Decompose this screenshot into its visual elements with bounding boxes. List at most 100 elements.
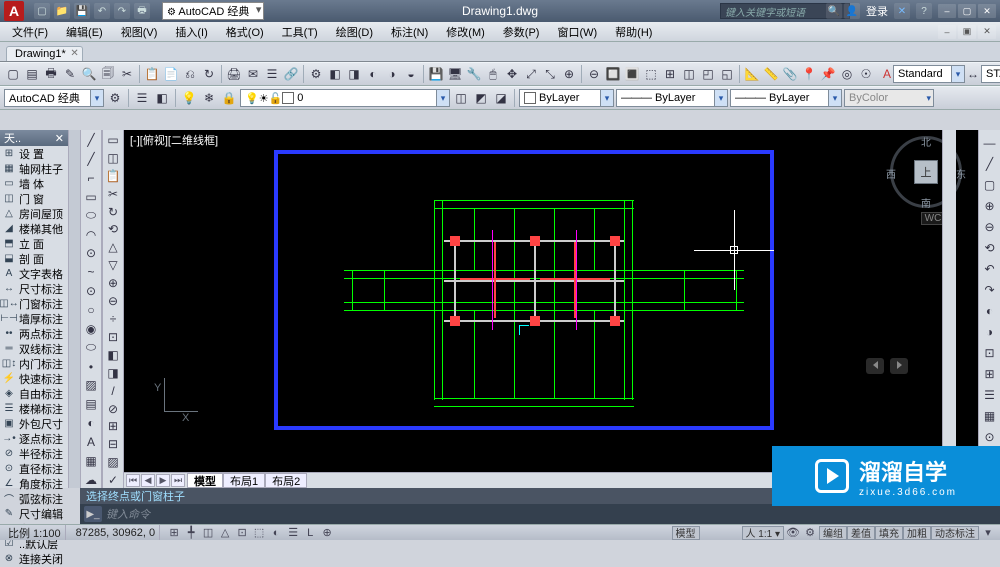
nav-tool-icon[interactable]: ⊡ xyxy=(981,344,999,362)
palette-item[interactable]: ⌒弧弦标注 xyxy=(0,491,68,506)
nav-tool-icon[interactable]: ▢ xyxy=(981,176,999,194)
anno-vis-icon[interactable]: 👁 xyxy=(785,526,801,540)
menu-item[interactable]: 编辑(E) xyxy=(58,22,111,41)
layer-match-icon[interactable]: ◫ xyxy=(452,89,470,107)
status-mode-icon[interactable]: L xyxy=(302,526,318,540)
draw-tool-icon[interactable]: ◐ xyxy=(82,415,100,432)
status-toggle[interactable]: 差值 xyxy=(847,526,875,540)
modify-tool-icon[interactable]: ✂ xyxy=(104,186,122,202)
doc-minimize-button[interactable]: – xyxy=(938,25,956,39)
toolbar-icon[interactable]: ◐ xyxy=(364,65,382,83)
toolbar-icon[interactable]: ⚙ xyxy=(307,65,325,83)
app-logo[interactable]: A xyxy=(4,1,24,21)
toolbar-icon[interactable]: 🖶 xyxy=(42,65,60,83)
search-icon[interactable]: 🔍 xyxy=(826,3,842,19)
draw-tool-icon[interactable]: ▦ xyxy=(82,452,100,469)
draw-tool-icon[interactable]: ╱ xyxy=(82,132,100,149)
status-mode-icon[interactable]: △ xyxy=(217,526,233,540)
modify-tool-icon[interactable]: ⟲ xyxy=(104,222,122,238)
status-toggle[interactable]: 填充 xyxy=(875,526,903,540)
toolbar-icon[interactable]: 🔧 xyxy=(465,65,483,83)
doc-close-button[interactable]: ✕ xyxy=(978,25,996,39)
nav-tool-icon[interactable]: ⊞ xyxy=(981,365,999,383)
nav-prev-icon[interactable] xyxy=(866,358,884,374)
toolbar-icon[interactable]: 📐 xyxy=(743,65,761,83)
tab-last-icon[interactable]: ⏭ xyxy=(171,474,185,487)
doc-restore-button[interactable]: ▣ xyxy=(958,25,976,39)
nav-tool-icon[interactable]: ⊕ xyxy=(981,197,999,215)
palette-item[interactable]: ◫↕内门标注 xyxy=(0,356,68,371)
modify-tool-icon[interactable]: ⊟ xyxy=(104,436,122,452)
toolbar-icon[interactable]: ✥ xyxy=(503,65,521,83)
toolbar-icon[interactable]: ⊕ xyxy=(560,65,578,83)
status-model-toggle[interactable]: 模型 xyxy=(672,526,700,540)
menu-item[interactable]: 修改(M) xyxy=(438,22,493,41)
nav-tool-icon[interactable]: ⊙ xyxy=(981,428,999,446)
toolbar-icon[interactable]: ⎌ xyxy=(181,65,199,83)
toolbar-icon[interactable]: ☰ xyxy=(263,65,281,83)
draw-tool-icon[interactable]: ⊙ xyxy=(82,245,100,262)
palette-item[interactable]: ⊢⊣墙厚标注 xyxy=(0,311,68,326)
palette-item[interactable]: ∠角度标注 xyxy=(0,476,68,491)
layout-tab[interactable]: 布局1 xyxy=(223,473,265,488)
modify-tool-icon[interactable]: ⊞ xyxy=(104,419,122,435)
toolbar-icon[interactable]: 📍 xyxy=(800,65,818,83)
palette-item[interactable]: ◢楼梯其他 xyxy=(0,221,68,236)
layer-iso-icon[interactable]: ◩ xyxy=(472,89,490,107)
palette-item[interactable]: ⊘半径标注 xyxy=(0,446,68,461)
nav-tool-icon[interactable]: ⊖ xyxy=(981,218,999,236)
toolbar-icon[interactable]: 🔍 xyxy=(80,65,98,83)
modify-tool-icon[interactable]: ▨ xyxy=(104,454,122,470)
palette-item[interactable]: ↔尺寸标注 xyxy=(0,281,68,296)
dimstyle-icon[interactable]: ↔ xyxy=(967,65,979,83)
layer-lock-icon[interactable]: 🔒 xyxy=(220,89,238,107)
draw-tool-icon[interactable]: ⌐ xyxy=(82,170,100,187)
palette-item[interactable]: ••两点标注 xyxy=(0,326,68,341)
palette-item[interactable]: A文字表格 xyxy=(0,266,68,281)
modify-tool-icon[interactable]: ◨ xyxy=(104,365,122,381)
draw-tool-icon[interactable]: ⬭ xyxy=(82,207,100,224)
toolbar-icon[interactable]: ✂ xyxy=(118,65,136,83)
modify-tool-icon[interactable]: ÷ xyxy=(104,311,122,327)
toolbar-icon[interactable]: ✎ xyxy=(61,65,79,83)
modify-tool-icon[interactable]: ⊘ xyxy=(104,401,122,417)
palette-item[interactable]: ▭墙 体 xyxy=(0,176,68,191)
modify-tool-icon[interactable]: ◧ xyxy=(104,347,122,363)
modify-tool-icon[interactable]: ⊕ xyxy=(104,275,122,291)
status-toggle[interactable]: 动态标注 xyxy=(931,526,979,540)
palette-item[interactable]: →•逐点标注 xyxy=(0,431,68,446)
minimize-button[interactable]: – xyxy=(938,4,956,18)
textstyle-icon[interactable]: A xyxy=(883,65,891,83)
menu-item[interactable]: 文件(F) xyxy=(4,22,56,41)
toolbar-icon[interactable]: ▢ xyxy=(4,65,22,83)
modify-tool-icon[interactable]: △ xyxy=(104,239,122,255)
workspace-settings-icon[interactable]: ⚙ xyxy=(106,89,124,107)
palette-item[interactable]: ⊗连接关闭 xyxy=(0,551,68,566)
palette-item[interactable]: ☰楼梯标注 xyxy=(0,401,68,416)
status-mode-icon[interactable]: ⬚ xyxy=(251,526,267,540)
palette-item[interactable]: ⊙直径标注 xyxy=(0,461,68,476)
toolbar-icon[interactable]: ▤ xyxy=(23,65,41,83)
menu-item[interactable]: 视图(V) xyxy=(113,22,166,41)
exchange-icon[interactable]: ✕ xyxy=(894,3,910,19)
status-toggle[interactable]: 编组 xyxy=(819,526,847,540)
layer-misc-icon[interactable]: ◪ xyxy=(492,89,510,107)
palette-item[interactable]: ▦轴网柱子 xyxy=(0,161,68,176)
toolbar-icon[interactable]: ◱ xyxy=(718,65,736,83)
toolbar-icon[interactable]: ◨ xyxy=(345,65,363,83)
workspace-dropdown2[interactable]: AutoCAD 经典 xyxy=(4,89,104,107)
toolbar-icon[interactable]: 🔲 xyxy=(604,65,622,83)
palette-item[interactable]: ◫↔门窗标注 xyxy=(0,296,68,311)
view-cube-top[interactable]: 上 xyxy=(914,160,938,184)
nav-next-icon[interactable] xyxy=(890,358,908,374)
qat-redo-icon[interactable]: ↷ xyxy=(114,3,130,19)
menu-item[interactable]: 格式(O) xyxy=(218,22,272,41)
palette-item[interactable]: ⬒立 面 xyxy=(0,236,68,251)
draw-tool-icon[interactable]: ▤ xyxy=(82,396,100,413)
toolbar-icon[interactable]: 📎 xyxy=(781,65,799,83)
nav-tool-icon[interactable]: ⟲ xyxy=(981,239,999,257)
drawing-canvas[interactable]: 上 北 南 东 西 WCS xyxy=(124,130,978,472)
menu-item[interactable]: 标注(N) xyxy=(383,22,436,41)
toolbar-icon[interactable]: 💾 xyxy=(427,65,445,83)
draw-tool-icon[interactable]: ▨ xyxy=(82,377,100,394)
